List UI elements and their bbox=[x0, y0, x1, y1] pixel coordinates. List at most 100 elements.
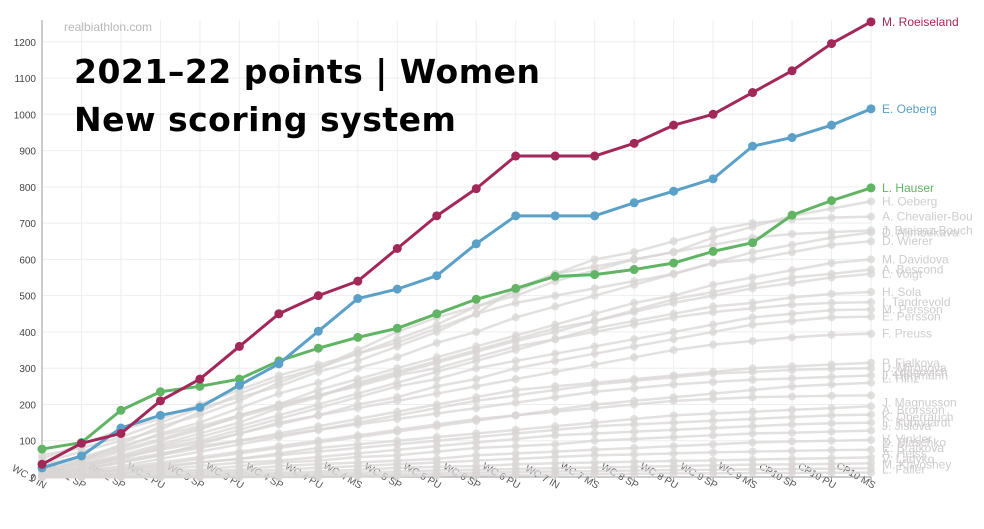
data-point bbox=[630, 400, 639, 409]
series-line bbox=[42, 438, 872, 479]
data-point bbox=[748, 367, 757, 376]
data-point bbox=[551, 385, 560, 394]
data-point bbox=[471, 239, 481, 249]
data-point bbox=[827, 391, 836, 400]
series-line bbox=[41, 268, 872, 473]
data-point bbox=[234, 380, 244, 390]
data-point bbox=[393, 353, 402, 362]
data-point bbox=[590, 255, 599, 264]
series-label: L. Hauser bbox=[882, 181, 934, 195]
data-point bbox=[827, 372, 836, 381]
series-line bbox=[41, 394, 872, 477]
data-point bbox=[511, 398, 520, 407]
data-point bbox=[630, 335, 639, 344]
data-point bbox=[314, 411, 323, 420]
data-point bbox=[748, 88, 758, 98]
y-tick-label: 900 bbox=[19, 147, 36, 158]
data-point bbox=[472, 414, 481, 423]
data-point bbox=[748, 284, 757, 293]
data-point bbox=[669, 442, 678, 451]
data-point bbox=[511, 364, 520, 373]
data-point bbox=[867, 371, 875, 380]
data-point bbox=[551, 407, 560, 416]
series-label: J. Jislova bbox=[882, 419, 932, 433]
data-point bbox=[709, 440, 718, 449]
y-tick-label: 0 bbox=[30, 473, 36, 484]
data-point bbox=[590, 387, 599, 396]
data-point bbox=[432, 382, 441, 391]
data-point bbox=[708, 246, 718, 256]
data-point bbox=[590, 270, 600, 280]
data-point bbox=[590, 262, 599, 271]
series-label: J. Magnusson bbox=[882, 396, 957, 410]
series-label: H. Oeberg bbox=[882, 194, 937, 208]
y-axis: 0 100 200 300 400 500 600 700 800 900 1000 1100 1200 bbox=[14, 20, 43, 484]
data-point bbox=[432, 271, 442, 281]
data-point bbox=[827, 411, 836, 420]
data-point bbox=[472, 404, 481, 413]
data-point bbox=[669, 120, 679, 130]
data-point bbox=[195, 402, 205, 412]
data-point bbox=[353, 276, 363, 286]
data-point bbox=[590, 404, 599, 413]
series-label: A. Chevalier-Bou bbox=[882, 210, 973, 224]
data-point bbox=[313, 291, 323, 301]
data-point bbox=[827, 404, 836, 413]
data-point bbox=[669, 449, 678, 458]
data-point bbox=[748, 238, 758, 248]
data-point bbox=[709, 240, 718, 249]
data-point bbox=[353, 349, 362, 358]
data-point bbox=[788, 428, 797, 437]
data-point bbox=[590, 327, 599, 336]
series-line bbox=[42, 421, 872, 479]
data-point bbox=[867, 426, 875, 435]
data-point bbox=[472, 443, 481, 452]
data-point bbox=[511, 283, 521, 293]
data-point bbox=[827, 427, 836, 436]
series-line bbox=[41, 361, 872, 475]
data-point bbox=[392, 284, 402, 294]
series-label: D. Alimbekava bbox=[882, 226, 959, 240]
data-point bbox=[669, 237, 678, 246]
data-point bbox=[511, 211, 521, 221]
data-point bbox=[827, 120, 837, 130]
data-point bbox=[867, 288, 875, 297]
data-point bbox=[392, 244, 402, 253]
data-point bbox=[393, 338, 402, 347]
data-point bbox=[550, 211, 560, 221]
data-point bbox=[156, 431, 165, 440]
data-point bbox=[788, 240, 797, 249]
data-point bbox=[432, 324, 441, 333]
data-point bbox=[788, 309, 797, 318]
data-point bbox=[274, 420, 283, 429]
data-point bbox=[709, 233, 718, 242]
data-point bbox=[353, 420, 362, 429]
data-point bbox=[709, 307, 718, 316]
series-line bbox=[41, 20, 872, 466]
data-point bbox=[748, 255, 757, 264]
data-point bbox=[353, 294, 363, 304]
data-point bbox=[709, 448, 718, 457]
data-point bbox=[590, 436, 599, 445]
data-point bbox=[709, 226, 718, 235]
data-point bbox=[709, 395, 718, 404]
data-point bbox=[274, 400, 283, 409]
data-point bbox=[630, 298, 639, 307]
data-point bbox=[314, 404, 323, 413]
data-point bbox=[787, 210, 797, 220]
data-point bbox=[472, 396, 481, 405]
data-point bbox=[630, 384, 639, 393]
data-point bbox=[590, 360, 599, 369]
series-line bbox=[41, 366, 872, 477]
data-point bbox=[630, 320, 639, 329]
data-point bbox=[827, 240, 836, 249]
series-label: F. Preuss bbox=[882, 327, 932, 341]
series-label: U. Mironova bbox=[882, 361, 947, 375]
data-point bbox=[274, 442, 283, 451]
data-point bbox=[630, 342, 639, 351]
data-point bbox=[827, 380, 836, 389]
data-point bbox=[827, 273, 836, 282]
data-point bbox=[590, 317, 599, 326]
data-point bbox=[472, 302, 481, 311]
data-point bbox=[353, 332, 363, 342]
